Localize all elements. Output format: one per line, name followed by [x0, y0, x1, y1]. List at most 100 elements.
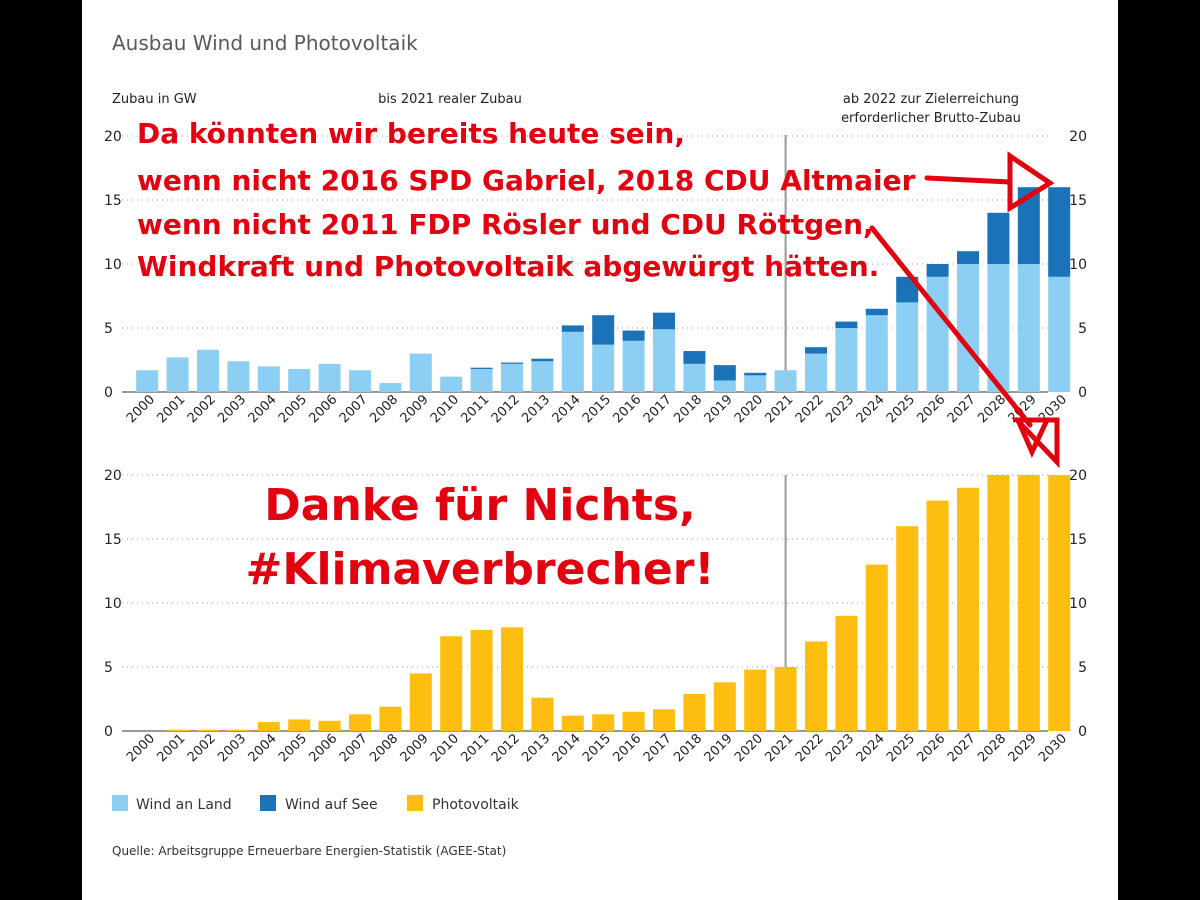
wind-xtick: 2008	[367, 392, 401, 426]
wind-bar-b	[683, 351, 706, 364]
wind-xtick: 2005	[276, 392, 310, 426]
wind-xtick: 2016	[610, 392, 644, 426]
pv-ytick-right: 5	[1078, 660, 1087, 676]
arrow-2-shaft	[869, 225, 1033, 428]
legend-swatch-wind-see	[260, 795, 276, 811]
wind-bar-a	[683, 363, 706, 392]
pv-bar-a	[197, 729, 219, 731]
pv-xtick: 2001	[154, 731, 188, 765]
wind-xtick: 2007	[337, 392, 371, 426]
wind-bar-a	[865, 315, 888, 392]
pv-bar-a	[805, 641, 827, 731]
pv-ytick-left: 15	[104, 532, 122, 548]
overlay-line-3: wenn nicht 2011 FDP Rösler und CDU Röttg…	[137, 208, 874, 241]
pv-bar-a	[501, 627, 523, 731]
wind-bar-b	[957, 251, 979, 264]
legend-label-wind-see: Wind auf See	[285, 797, 378, 813]
pv-bar-a	[166, 729, 189, 731]
wind-xtick: 2012	[489, 392, 523, 426]
pv-xtick: 2027	[945, 731, 979, 765]
pv-xtick: 2024	[854, 731, 888, 765]
source-note: Quelle: Arbeitsgruppe Erneuerbare Energi…	[112, 844, 506, 858]
arrow-1-head	[1007, 151, 1055, 213]
wind-bar-a	[470, 368, 493, 392]
wind-xtick: 2024	[854, 392, 888, 426]
pv-xtick: 2003	[215, 731, 249, 765]
wind-bar-b	[805, 347, 827, 354]
pv-xtick: 2005	[276, 731, 310, 765]
pv-xtick: 2012	[489, 731, 523, 765]
wind-ytick-right: 10	[1069, 257, 1087, 273]
pv-bar-a	[561, 715, 584, 731]
wind-bar-a	[622, 340, 645, 392]
wind-xtick: 2022	[793, 392, 827, 426]
wind-bar-b	[531, 358, 554, 362]
pv-bar-a	[926, 500, 949, 731]
red-annotation: Da könnten wir bereits heute sein, wenn …	[137, 117, 1060, 595]
wind-bar-a	[349, 370, 371, 392]
wind-xtick: 2028	[975, 392, 1009, 426]
wind-bar-b	[622, 330, 645, 341]
wind-bar-b	[501, 362, 523, 364]
pv-bar-a	[865, 564, 888, 731]
legend-item-wind-see: Wind auf See	[260, 795, 378, 813]
wind-xtick: 2003	[215, 392, 249, 426]
wind-bar-b	[653, 312, 675, 330]
legend-label-wind-land: Wind an Land	[136, 797, 232, 813]
pv-xtick: 2015	[580, 731, 614, 765]
pv-ytick-right: 15	[1069, 532, 1087, 548]
pv-xtick: 2010	[428, 731, 462, 765]
wind-xtick: 2025	[884, 392, 918, 426]
overlay-big-line-1: Danke für Nichts,	[264, 480, 696, 531]
wind-bar-a	[136, 370, 159, 392]
legend-swatch-wind-land	[112, 795, 128, 811]
wind-ytick-right: 5	[1078, 321, 1087, 337]
pv-xtick: 2017	[641, 731, 675, 765]
pv-bar-a	[288, 719, 311, 731]
pv-xtick: 2004	[246, 731, 280, 765]
wind-xtick: 2023	[823, 392, 857, 426]
wind-bar-a	[805, 353, 827, 392]
wind-ytick-right: 20	[1069, 129, 1087, 145]
pv-xtick: 2021	[762, 731, 796, 765]
wind-xtick: 2021	[762, 392, 796, 426]
wind-bar-a	[592, 344, 615, 392]
wind-bar-a	[1048, 276, 1071, 392]
pv-xtick: 2008	[367, 731, 401, 765]
wind-bar-b	[1017, 187, 1040, 264]
wind-xtick: 2019	[702, 392, 736, 426]
wind-bar-a	[835, 328, 858, 392]
wind-ytick-left: 5	[104, 321, 113, 337]
wind-bar-a	[653, 329, 675, 392]
wind-bar-a	[561, 331, 584, 392]
pv-bar-a	[835, 615, 858, 731]
pv-bar-a	[409, 673, 432, 731]
wind-bar-b	[713, 365, 736, 381]
wind-bar-a	[1017, 264, 1040, 392]
wind-ytick-left: 10	[104, 257, 122, 273]
wind-bar-a	[713, 380, 736, 392]
wind-bar-b	[865, 308, 888, 316]
pv-bar-a	[653, 709, 675, 731]
pv-bar-a	[257, 722, 280, 731]
wind-xtick: 2011	[458, 392, 492, 426]
pv-bar-a	[440, 636, 463, 731]
pv-xtick: 2018	[671, 731, 705, 765]
pv-xtick: 2025	[884, 731, 918, 765]
wind-xtick: 2010	[428, 392, 462, 426]
legend-label-pv: Photovoltaik	[432, 797, 520, 813]
wind-bar-b	[592, 315, 615, 345]
pv-bar-a	[531, 697, 554, 731]
pv-bar-a	[592, 714, 615, 731]
period-label-real: bis 2021 realer Zubau	[378, 92, 522, 107]
pv-bar-a	[987, 475, 1010, 731]
arrow-2-head	[1011, 417, 1060, 469]
wind-bar-b	[987, 212, 1010, 264]
pv-bar-a	[683, 693, 706, 731]
wind-xtick: 2013	[519, 392, 553, 426]
pv-xtick: 2013	[519, 731, 553, 765]
pv-xtick: 2019	[702, 731, 736, 765]
wind-ytick-left: 20	[104, 129, 122, 145]
pv-xtick: 2026	[914, 731, 948, 765]
pv-ytick-left: 0	[104, 724, 113, 740]
